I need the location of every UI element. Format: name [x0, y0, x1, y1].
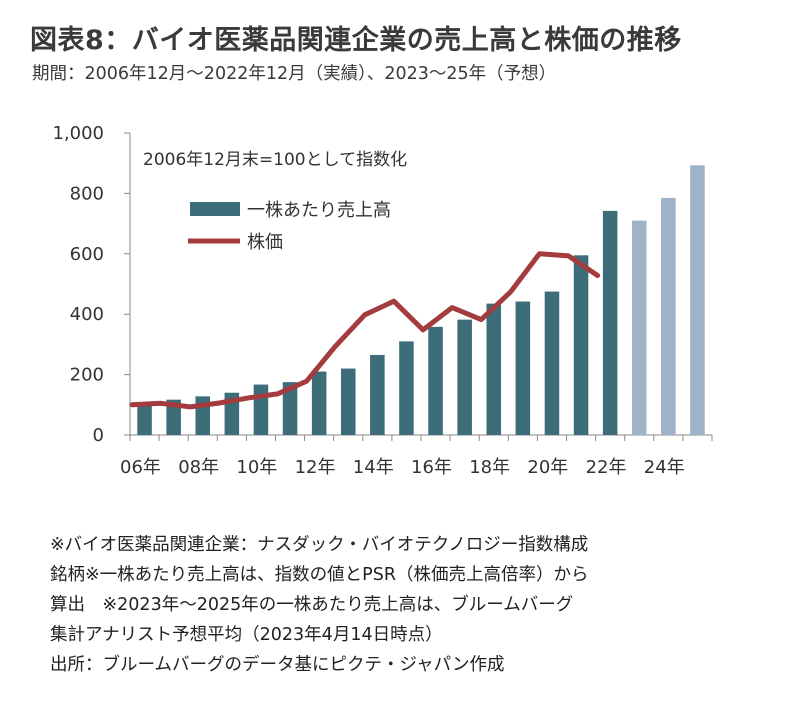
- footnote-line: 算出 ※2023年～2025年の一株あたり売上高は、ブルームバーグ: [50, 595, 574, 615]
- x-tick-label: 16年: [411, 457, 452, 478]
- sales-bar: [137, 404, 152, 435]
- index-annotation: 2006年12月末=100として指数化: [143, 150, 407, 170]
- sales-bar: [282, 382, 298, 435]
- x-tick-label: 12年: [295, 457, 336, 478]
- x-tick-label: 14年: [353, 457, 394, 478]
- x-tick-label: 18年: [469, 457, 510, 478]
- chart-subtitle: 期間：2006年12月～2022年12月（実績）、2023～25年（予想）: [32, 64, 557, 84]
- x-tick-label: 22年: [586, 457, 627, 478]
- chart-title: 図表8：バイオ医薬品関連企業の売上高と株価の推移: [30, 25, 682, 56]
- sales-bar: [166, 399, 181, 435]
- sales-bar: [457, 319, 472, 435]
- y-axis: 0 200 400 600 800 1,000: [52, 123, 131, 446]
- footnote-line: 銘柄※一株あたり売上高は、指数の値とPSR（株価売上高倍率）から: [50, 565, 589, 585]
- footnote-line: 出所：ブルームバーグのデータ基にピクテ・ジャパン作成: [50, 655, 505, 675]
- footnote-line: ※バイオ医薬品関連企業：ナスダック・バイオテクノロジー指数構成: [50, 535, 589, 555]
- y-tick-label: 0: [93, 425, 104, 446]
- sales-bar: [573, 255, 589, 435]
- legend-bar-label: 一株あたり売上高: [247, 200, 391, 221]
- y-tick-group: 0 200 400 600 800 1,000: [52, 123, 130, 446]
- y-tick-label: 1,000: [52, 123, 104, 144]
- legend-bar-swatch: [190, 202, 240, 216]
- x-tick-label: 20年: [527, 457, 568, 478]
- sales-bar: [486, 303, 502, 435]
- forecast-bar: [690, 165, 705, 435]
- y-tick-label: 800: [70, 183, 104, 204]
- footnotes: ※バイオ医薬品関連企業：ナスダック・バイオテクノロジー指数構成 銘柄※一株あたり…: [50, 530, 588, 680]
- sales-bar: [515, 301, 531, 435]
- x-tick-label: 06年: [120, 457, 161, 478]
- forecast-bar: [631, 220, 647, 435]
- x-tick-label: 10年: [236, 457, 277, 478]
- y-tick-label: 200: [70, 365, 104, 386]
- sales-bar: [253, 384, 269, 435]
- sales-bar: [428, 326, 443, 435]
- legend-line-label: 株価: [247, 232, 283, 253]
- x-tick-group: 06年 08年 10年 12年 14年 16年 18年 20年 22年 24年: [120, 435, 713, 478]
- sales-bar: [311, 371, 327, 435]
- x-axis: 06年 08年 10年 12年 14年 16年 18年 20年 22年 24年: [120, 434, 713, 478]
- footnote-line: 集計アナリスト予想平均（2023年4月14日時点）: [50, 625, 443, 645]
- sales-bar: [340, 368, 356, 435]
- x-tick-label: 24年: [644, 457, 685, 478]
- forecast-bar: [661, 197, 676, 435]
- sales-bar: [399, 341, 414, 435]
- x-tick-label: 08年: [178, 457, 219, 478]
- y-tick-label: 600: [70, 244, 104, 265]
- sales-bar: [370, 354, 385, 435]
- y-tick-label: 400: [70, 304, 104, 325]
- legend: 一株あたり売上高 株価: [188, 200, 391, 253]
- sales-bar: [544, 291, 560, 435]
- bar-series: [137, 165, 705, 435]
- stock-price-line: [129, 251, 601, 410]
- sales-bar: [602, 210, 618, 435]
